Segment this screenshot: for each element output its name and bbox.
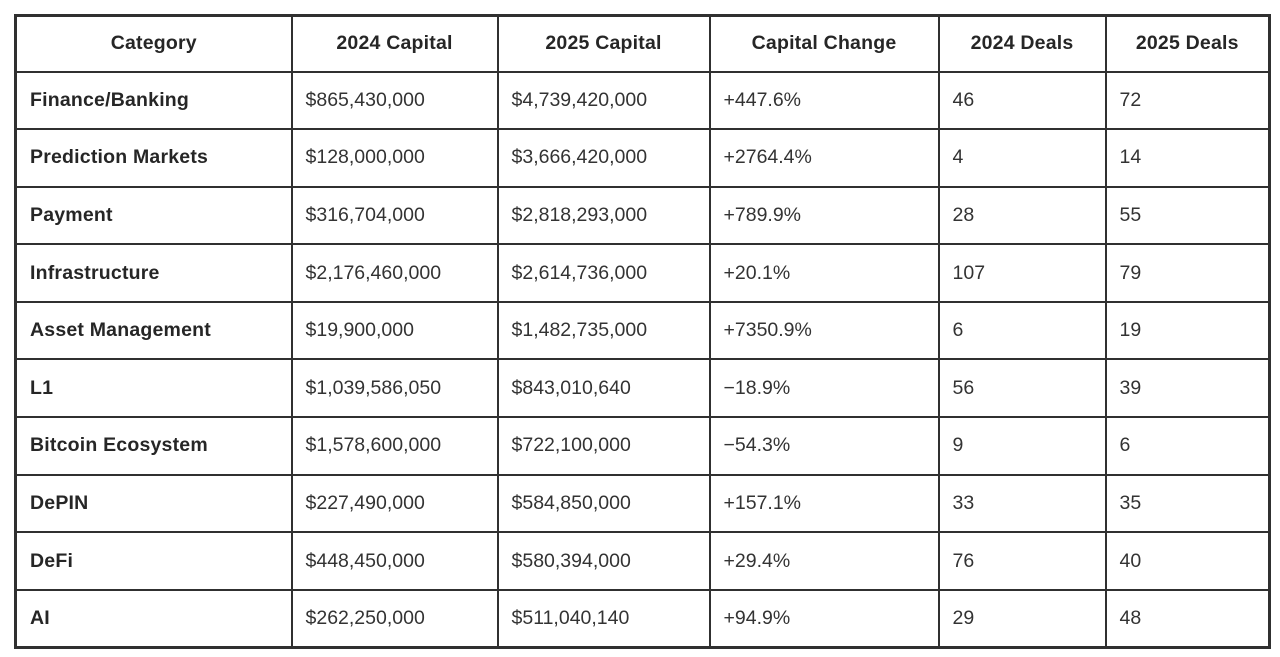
capital-2025-cell: $2,818,293,000 — [496, 185, 711, 246]
deals-2025-cell: 40 — [1104, 531, 1271, 591]
header-row: Category 2024 Capital 2025 Capital Capit… — [14, 14, 1271, 73]
capital-2024-cell: $262,250,000 — [290, 588, 499, 649]
category-cell: Finance/Banking — [14, 70, 293, 131]
capital-change-cell: +447.6% — [708, 70, 940, 131]
column-header-2025-deals: 2025 Deals — [1104, 14, 1271, 73]
table-row: Asset Management $19,900,000 $1,482,735,… — [14, 300, 1271, 361]
capital-2024-cell: $2,176,460,000 — [290, 243, 499, 303]
capital-deals-table: Category 2024 Capital 2025 Capital Capit… — [14, 14, 1271, 649]
capital-change-cell: +789.9% — [708, 185, 940, 246]
category-cell: Payment — [14, 185, 293, 246]
deals-2024-cell: 107 — [937, 243, 1107, 303]
table-row: Payment $316,704,000 $2,818,293,000 +789… — [14, 185, 1271, 246]
category-cell: Bitcoin Ecosystem — [14, 416, 293, 476]
table-row: AI $262,250,000 $511,040,140 +94.9% 29 4… — [14, 588, 1271, 649]
capital-2025-cell: $3,666,420,000 — [496, 128, 711, 188]
capital-change-cell: +157.1% — [708, 473, 940, 534]
deals-2024-cell: 29 — [937, 588, 1107, 649]
column-header-capital-change: Capital Change — [708, 14, 940, 73]
capital-2024-cell: $19,900,000 — [290, 300, 499, 361]
deals-2025-cell: 48 — [1104, 588, 1271, 649]
capital-2025-cell: $4,739,420,000 — [496, 70, 711, 131]
deals-2025-cell: 39 — [1104, 358, 1271, 419]
deals-2025-cell: 79 — [1104, 243, 1271, 303]
deals-2024-cell: 46 — [937, 70, 1107, 131]
capital-deals-table-container: Category 2024 Capital 2025 Capital Capit… — [14, 14, 1271, 649]
deals-2024-cell: 56 — [937, 358, 1107, 419]
table-row: Prediction Markets $128,000,000 $3,666,4… — [14, 128, 1271, 188]
deals-2024-cell: 4 — [937, 128, 1107, 188]
deals-2024-cell: 9 — [937, 416, 1107, 476]
deals-2025-cell: 14 — [1104, 128, 1271, 188]
capital-2025-cell: $1,482,735,000 — [496, 300, 711, 361]
capital-change-cell: +29.4% — [708, 531, 940, 591]
table-row: Finance/Banking $865,430,000 $4,739,420,… — [14, 70, 1271, 131]
category-cell: DePIN — [14, 473, 293, 534]
category-cell: L1 — [14, 358, 293, 419]
column-header-2024-capital: 2024 Capital — [290, 14, 499, 73]
capital-2024-cell: $865,430,000 — [290, 70, 499, 131]
capital-2025-cell: $584,850,000 — [496, 473, 711, 534]
deals-2025-cell: 6 — [1104, 416, 1271, 476]
capital-change-cell: +94.9% — [708, 588, 940, 649]
deals-2025-cell: 72 — [1104, 70, 1271, 131]
capital-change-cell: +7350.9% — [708, 300, 940, 361]
capital-2024-cell: $316,704,000 — [290, 185, 499, 246]
deals-2025-cell: 55 — [1104, 185, 1271, 246]
capital-2025-cell: $722,100,000 — [496, 416, 711, 476]
capital-2025-cell: $580,394,000 — [496, 531, 711, 591]
table-row: L1 $1,039,586,050 $843,010,640 −18.9% 56… — [14, 358, 1271, 419]
column-header-category: Category — [14, 14, 293, 73]
deals-2025-cell: 19 — [1104, 300, 1271, 361]
capital-2024-cell: $448,450,000 — [290, 531, 499, 591]
column-header-2025-capital: 2025 Capital — [496, 14, 711, 73]
deals-2024-cell: 76 — [937, 531, 1107, 591]
category-cell: Infrastructure — [14, 243, 293, 303]
category-cell: Prediction Markets — [14, 128, 293, 188]
capital-change-cell: +2764.4% — [708, 128, 940, 188]
deals-2025-cell: 35 — [1104, 473, 1271, 534]
capital-change-cell: −18.9% — [708, 358, 940, 419]
capital-2024-cell: $227,490,000 — [290, 473, 499, 534]
capital-change-cell: +20.1% — [708, 243, 940, 303]
capital-2024-cell: $1,578,600,000 — [290, 416, 499, 476]
table-row: Infrastructure $2,176,460,000 $2,614,736… — [14, 243, 1271, 303]
capital-2025-cell: $511,040,140 — [496, 588, 711, 649]
category-cell: DeFi — [14, 531, 293, 591]
capital-2025-cell: $843,010,640 — [496, 358, 711, 419]
capital-2024-cell: $128,000,000 — [290, 128, 499, 188]
capital-change-cell: −54.3% — [708, 416, 940, 476]
deals-2024-cell: 28 — [937, 185, 1107, 246]
table-row: DePIN $227,490,000 $584,850,000 +157.1% … — [14, 473, 1271, 534]
capital-2024-cell: $1,039,586,050 — [290, 358, 499, 419]
category-cell: AI — [14, 588, 293, 649]
capital-2025-cell: $2,614,736,000 — [496, 243, 711, 303]
deals-2024-cell: 33 — [937, 473, 1107, 534]
category-cell: Asset Management — [14, 300, 293, 361]
table-row: DeFi $448,450,000 $580,394,000 +29.4% 76… — [14, 531, 1271, 591]
deals-2024-cell: 6 — [937, 300, 1107, 361]
column-header-2024-deals: 2024 Deals — [937, 14, 1107, 73]
table-row: Bitcoin Ecosystem $1,578,600,000 $722,10… — [14, 416, 1271, 476]
